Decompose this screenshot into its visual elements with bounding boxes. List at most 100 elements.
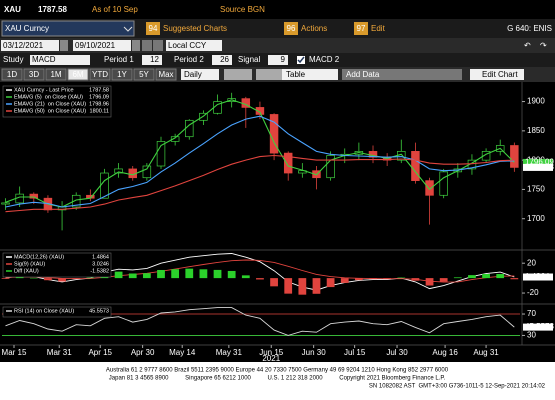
last-value: 1.4864 [525, 272, 550, 281]
legend-label: EMAVG (21) on Close (XAU) [14, 101, 86, 107]
range-button[interactable] [1, 68, 23, 81]
legend-value: 3.0246 [92, 261, 109, 267]
price: 1787.58 [38, 5, 67, 14]
security-box[interactable] [1, 20, 135, 37]
menu-key-box[interactable] [284, 22, 298, 35]
x-tick-label: Jul 15 [344, 348, 366, 357]
period2-label: Period 2 [174, 55, 204, 64]
legend-label: EMAVG (50) on Close (XAU) [14, 108, 86, 114]
menu-label: Suggested Charts [163, 24, 227, 33]
footer [0, 362, 555, 400]
legend-box [2, 252, 112, 278]
start-date-box[interactable] [1, 40, 59, 51]
legend-box [2, 85, 112, 118]
diff-bar [142, 273, 151, 279]
diff-bar [171, 269, 180, 279]
x-tick-label: Mar 15 [2, 348, 27, 357]
range-button[interactable] [133, 68, 155, 81]
charts: 17001750180018501900XAU Curncy - Last Pr… [0, 82, 555, 363]
x-tick-label: Aug 16 [432, 348, 458, 357]
currency-box[interactable] [166, 40, 222, 51]
signal-box[interactable] [268, 55, 288, 65]
menu-key-box[interactable] [354, 22, 368, 35]
menu-key-box[interactable] [146, 22, 160, 35]
legend-label: Sig(9) (XAU) [14, 261, 45, 267]
candle-body [142, 165, 152, 179]
menu-key: 96 [287, 24, 296, 33]
legend-label: EMAVG (5) on Close (XAU) [14, 94, 83, 100]
end-date-box[interactable] [73, 40, 131, 51]
range-button[interactable] [23, 68, 45, 81]
candle-body [100, 172, 109, 199]
candle-body [156, 141, 166, 167]
candle-body [326, 155, 335, 179]
diff-bar [128, 273, 137, 279]
y-tick-label: 70 [527, 309, 536, 318]
menu-key: 94 [149, 24, 158, 33]
period1: 12 [150, 55, 159, 64]
edit-chart: Edit Chart [482, 70, 518, 79]
candle-body [510, 145, 519, 168]
candle-body [170, 136, 180, 142]
period2: 26 [220, 55, 229, 64]
x-tick-label: Mar 31 [47, 348, 72, 357]
range-button[interactable] [45, 68, 67, 81]
candle-body [439, 171, 448, 196]
legend-value: 1787.58 [89, 87, 109, 93]
source: Source BGN [220, 5, 265, 14]
candle-body [255, 107, 265, 115]
signal: 9 [281, 55, 286, 64]
range-button[interactable] [111, 68, 133, 81]
edit-chart-button[interactable] [470, 69, 524, 80]
study-box[interactable] [30, 55, 90, 65]
undo-icon[interactable]: ↶ [524, 41, 531, 50]
button[interactable] [256, 69, 284, 80]
last-value-tag [523, 163, 553, 171]
ema-line [5, 99, 515, 208]
range-label: YTD [92, 70, 108, 79]
y-tick-label: 1700 [527, 214, 545, 223]
candle-body [114, 168, 123, 174]
as-of: As of 10 Sep [92, 5, 138, 14]
diff-bar [114, 271, 123, 279]
legend-value: 1800.11 [90, 108, 109, 114]
range-label: 5Y [139, 70, 149, 79]
header-bar [0, 0, 555, 19]
menu-key: 97 [357, 24, 366, 33]
add-data: Add Data [346, 70, 380, 79]
diff-bar [213, 269, 222, 279]
period1-box[interactable] [142, 55, 162, 65]
range-button[interactable] [89, 68, 111, 81]
last-value: 45.5573 [525, 322, 554, 331]
x-tick-label: Jun 15 [259, 348, 284, 357]
diff-bar [496, 274, 505, 279]
diff-bar [340, 278, 349, 283]
period2-box[interactable] [212, 55, 232, 65]
next-button[interactable] [153, 40, 163, 51]
security: XAU Curncy [5, 24, 49, 33]
x-tick-label: Apr 30 [131, 348, 155, 357]
prev-button[interactable] [142, 40, 152, 51]
calendar-icon[interactable] [60, 40, 68, 51]
candle-body [411, 151, 420, 181]
ema-line [5, 115, 515, 208]
menu-label: Edit [371, 24, 386, 33]
frequency-box[interactable] [181, 69, 219, 80]
footer-line: SN 1082082 AST GMT+3:00 G736-1011-5 12-S… [369, 384, 546, 390]
diff-bar [468, 275, 476, 279]
signal-label: Signal [238, 55, 260, 64]
redo-icon[interactable]: ↷ [540, 41, 547, 50]
range-button[interactable] [67, 68, 89, 81]
diff-bar [199, 269, 208, 279]
diff-bar [185, 268, 194, 279]
legend-value: 45.5573 [89, 308, 109, 314]
diff-bar [354, 278, 363, 281]
diff-bar [15, 277, 24, 279]
diff-bar [453, 277, 462, 279]
range-button[interactable] [155, 68, 177, 81]
table-button[interactable] [282, 69, 338, 80]
add-data-box[interactable] [342, 69, 462, 80]
x-tick-label: Jun 30 [302, 348, 327, 357]
calendar-icon[interactable] [132, 40, 140, 51]
button[interactable] [224, 69, 252, 80]
